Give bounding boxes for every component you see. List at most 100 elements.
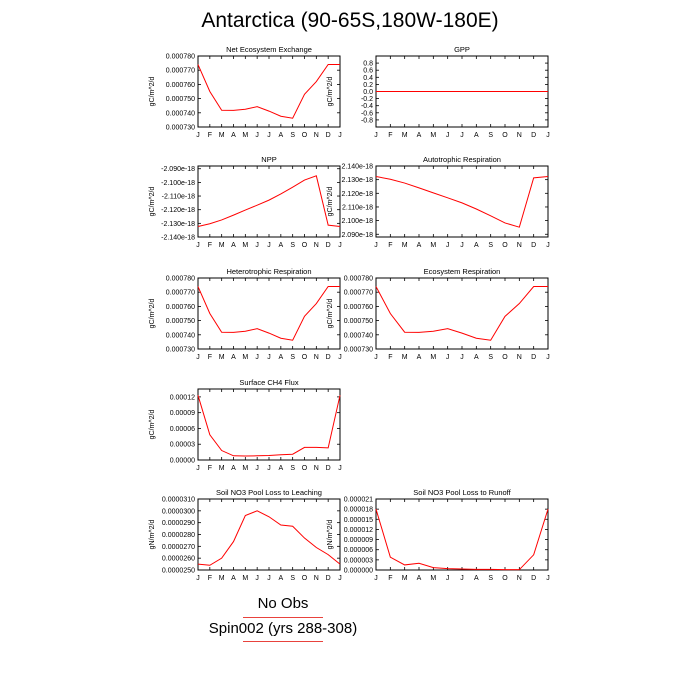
y-tick-label: 2.100e-18 bbox=[341, 218, 373, 225]
series-line bbox=[375, 286, 548, 341]
y-tick-label: 2.130e-18 bbox=[341, 177, 373, 184]
x-tick-label: S bbox=[290, 354, 295, 361]
x-tick-label: M bbox=[219, 354, 225, 361]
x-tick-label: A bbox=[417, 354, 422, 361]
chart-panel-7: Soil NO3 Pool Loss to Leaching gN/m^2/d 0.… bbox=[149, 488, 342, 582]
y-tick-label: 0.000018 bbox=[344, 507, 373, 514]
x-tick-label: M bbox=[219, 575, 225, 582]
plot-frame bbox=[197, 165, 341, 238]
panel-title: Ecosystem Respiration bbox=[424, 267, 501, 276]
x-tick-label: J bbox=[374, 354, 378, 361]
y-tick-label: 0.000760 bbox=[166, 304, 195, 311]
x-tick-label: A bbox=[278, 465, 283, 472]
x-tick-label: A bbox=[474, 132, 479, 139]
y-tick-label: 0.0000260 bbox=[162, 556, 195, 563]
y-tick-label: 0.000012 bbox=[344, 527, 373, 534]
y-tick-label: 0.000770 bbox=[166, 290, 195, 297]
x-tick-label: F bbox=[208, 132, 212, 139]
x-tick-label: M bbox=[242, 354, 248, 361]
y-tick-label: 0.4 bbox=[363, 75, 373, 82]
legend-line-spin bbox=[243, 641, 323, 642]
y-tick-label: 0.000740 bbox=[344, 332, 373, 339]
x-tick-label: J bbox=[267, 465, 271, 472]
x-tick-label: J bbox=[446, 242, 450, 249]
y-tick-label: 0.000009 bbox=[344, 537, 373, 544]
x-tick-label: J bbox=[460, 242, 464, 249]
x-tick-label: J bbox=[460, 132, 464, 139]
y-tick-label: 0.000770 bbox=[344, 290, 373, 297]
x-tick-label: J bbox=[255, 354, 259, 361]
x-tick-label: A bbox=[231, 354, 236, 361]
plot-frame bbox=[197, 388, 341, 461]
legend-label-spin: Spin002 (yrs 288-308) bbox=[208, 620, 358, 637]
x-tick-label: D bbox=[326, 465, 331, 472]
x-tick-label: D bbox=[531, 575, 536, 582]
x-tick-label: A bbox=[474, 575, 479, 582]
figure-title: Antarctica (90-65S,180W-180E) bbox=[201, 9, 499, 32]
y-tick-label: 0.000000 bbox=[344, 568, 373, 575]
x-tick-label: M bbox=[430, 354, 436, 361]
y-axis-label: gC/m^2/d bbox=[149, 187, 156, 217]
x-tick-label: A bbox=[231, 465, 236, 472]
y-tick-label: 0.0 bbox=[363, 89, 373, 96]
y-tick-label: -0.6 bbox=[361, 110, 373, 117]
y-tick-label: 0.6 bbox=[363, 68, 373, 75]
y-tick-label: 2.120e-18 bbox=[341, 191, 373, 198]
y-tick-label: 0.0000290 bbox=[162, 520, 195, 527]
x-tick-label: D bbox=[531, 242, 536, 249]
x-tick-label: J bbox=[338, 575, 342, 582]
legend-label-obs: No Obs bbox=[257, 595, 309, 612]
x-tick-label: A bbox=[231, 132, 236, 139]
x-tick-label: N bbox=[314, 354, 319, 361]
x-tick-label: J bbox=[255, 242, 259, 249]
x-tick-label: J bbox=[546, 242, 550, 249]
y-tick-label: 0.0000310 bbox=[162, 497, 195, 504]
x-tick-label: J bbox=[546, 132, 550, 139]
x-tick-label: F bbox=[388, 132, 392, 139]
x-tick-label: F bbox=[388, 242, 392, 249]
y-tick-label: -2.130e-18 bbox=[161, 221, 195, 228]
x-tick-label: J bbox=[267, 132, 271, 139]
x-tick-label: M bbox=[219, 132, 225, 139]
plot-frame bbox=[375, 165, 549, 238]
y-tick-label: 0.0000250 bbox=[162, 568, 195, 575]
x-tick-label: N bbox=[517, 354, 522, 361]
y-tick-label: 0.000730 bbox=[166, 125, 195, 132]
x-tick-label: F bbox=[208, 465, 212, 472]
x-tick-label: A bbox=[231, 575, 236, 582]
y-tick-label: -2.100e-18 bbox=[161, 180, 195, 187]
panel-title: Soil NO3 Pool Loss to Leaching bbox=[216, 488, 322, 497]
chart-panel-1: GPP gC/m^2/d -0.8-0.6-0.4-0.20.00.20.40.60… bbox=[327, 45, 550, 139]
y-tick-label: 0.000015 bbox=[344, 517, 373, 524]
y-axis-label: gN/m^2/d bbox=[149, 520, 156, 550]
chart-panel-2: NPP gC/m^2/d -2.140e-18 -2.130e-18 -2.120e-1… bbox=[149, 155, 342, 249]
panel-title: GPP bbox=[454, 45, 470, 54]
x-tick-label: J bbox=[255, 465, 259, 472]
x-tick-label: A bbox=[474, 242, 479, 249]
x-tick-label: D bbox=[531, 354, 536, 361]
x-tick-label: J bbox=[338, 465, 342, 472]
x-tick-label: N bbox=[314, 242, 319, 249]
chart-panel-0: Net Ecosystem Exchange gC/m^2/d 0.000730 0.… bbox=[149, 45, 342, 139]
x-tick-label: M bbox=[242, 242, 248, 249]
y-tick-label: 2.140e-18 bbox=[341, 164, 373, 171]
y-tick-label: 0.0000270 bbox=[162, 544, 195, 551]
x-tick-label: J bbox=[255, 132, 259, 139]
x-tick-label: A bbox=[474, 354, 479, 361]
x-tick-label: A bbox=[417, 575, 422, 582]
x-tick-label: S bbox=[488, 575, 493, 582]
y-tick-label: 0.0000280 bbox=[162, 532, 195, 539]
y-axis-label: gC/m^2/d bbox=[327, 187, 334, 217]
x-tick-label: F bbox=[388, 575, 392, 582]
x-tick-label: N bbox=[517, 242, 522, 249]
x-tick-label: S bbox=[488, 242, 493, 249]
y-axis-label: gC/m^2/d bbox=[327, 299, 334, 329]
x-tick-label: M bbox=[402, 575, 408, 582]
y-tick-label: 0.000750 bbox=[166, 318, 195, 325]
y-tick-label: 0.000750 bbox=[166, 96, 195, 103]
x-tick-label: J bbox=[446, 354, 450, 361]
x-tick-label: S bbox=[290, 575, 295, 582]
x-tick-label: O bbox=[302, 354, 308, 361]
panel-title: NPP bbox=[261, 155, 276, 164]
y-tick-label: 0.000021 bbox=[344, 497, 373, 504]
